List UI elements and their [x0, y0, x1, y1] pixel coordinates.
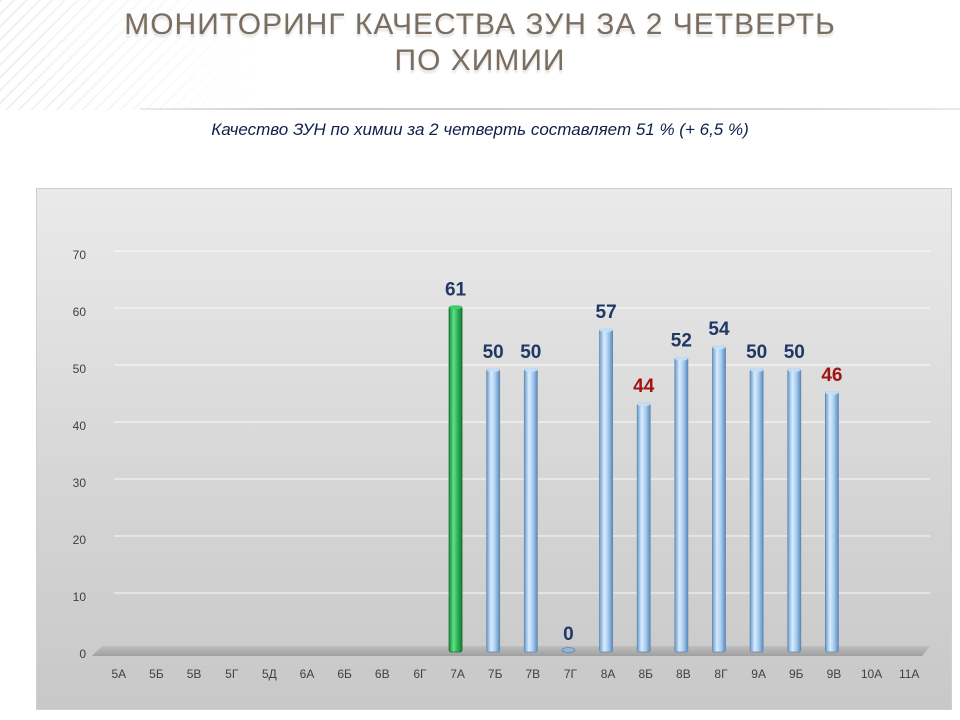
corner-decoration	[0, 0, 260, 110]
y-tick-label: 30	[73, 476, 87, 490]
x-tick-label: 10А	[861, 667, 882, 681]
x-tick-label: 6Г	[413, 667, 427, 681]
x-tick-label: 11А	[899, 667, 919, 681]
x-tick-label: 8Б	[638, 667, 653, 681]
data-label: 50	[784, 342, 805, 363]
data-label: 0	[563, 624, 574, 645]
bar-cap	[449, 305, 463, 310]
chart-subtitle: Качество ЗУН по химии за 2 четверть сост…	[211, 120, 749, 139]
data-label: 50	[483, 342, 504, 363]
y-tick-label: 60	[73, 305, 87, 319]
data-label: 52	[671, 331, 692, 352]
x-tick-label: 5Д	[262, 667, 277, 681]
x-tick-label: 5В	[187, 667, 202, 681]
y-tick-label: 10	[73, 590, 87, 604]
y-tick-label: 40	[73, 419, 87, 433]
x-tick-label: 8В	[676, 667, 691, 681]
bar-cap	[524, 368, 538, 372]
bar-7А	[448, 305, 463, 653]
bar-cap	[712, 345, 726, 350]
bar-cap	[674, 356, 688, 361]
bar-8А	[599, 328, 613, 653]
x-tick-label: 6А	[300, 667, 315, 681]
chart-floor	[92, 646, 930, 656]
x-tick-label: 9В	[827, 667, 842, 681]
x-tick-label: 5Г	[225, 667, 239, 681]
data-label: 57	[596, 302, 617, 323]
x-tick-label: 6Б	[337, 667, 352, 681]
data-label: 44	[633, 376, 655, 397]
data-label: 61	[445, 279, 467, 300]
x-tick-label: 7А	[450, 667, 465, 681]
y-tick-label: 20	[73, 533, 87, 547]
y-tick-label: 70	[73, 248, 87, 262]
bar-7В	[523, 368, 538, 653]
x-tick-label: 6В	[375, 667, 390, 681]
x-tick-label: 7Г	[564, 667, 578, 681]
bar-9Б	[787, 368, 802, 653]
bar-cap	[825, 390, 839, 395]
x-tick-label: 5Б	[149, 667, 164, 681]
bar-cap	[486, 368, 500, 372]
x-tick-label: 7Б	[488, 667, 503, 681]
x-tick-label: 7В	[525, 667, 540, 681]
bar-cap	[599, 328, 613, 333]
bar-8Б	[636, 402, 651, 653]
x-tick-label: 8А	[601, 667, 616, 681]
bar-cap	[637, 402, 651, 407]
slide-title-line-1: МОНИТОРИНГ КАЧЕСТВА ЗУН ЗА 2 ЧЕТВЕРТЬ	[124, 8, 836, 41]
slide-title-line-2: ПО ХИМИИ	[394, 44, 566, 77]
data-label: 46	[821, 365, 842, 386]
bar-cap	[787, 368, 801, 372]
bar-9В	[825, 391, 839, 653]
bar-8В	[674, 357, 689, 653]
x-tick-label: 9Б	[789, 667, 804, 681]
title-divider	[140, 108, 960, 110]
x-tick-label: 5А	[111, 667, 126, 681]
bar-7Б	[486, 368, 501, 653]
y-tick-label: 50	[73, 362, 87, 376]
data-label: 50	[746, 342, 767, 363]
bar-cap	[750, 368, 764, 372]
bar-9А	[749, 368, 764, 653]
data-label: 50	[520, 342, 541, 363]
x-tick-label: 9А	[751, 667, 766, 681]
bar-8Г	[712, 345, 726, 653]
bar-7Г	[561, 647, 576, 653]
data-label: 54	[708, 319, 730, 340]
y-tick-label: 0	[79, 647, 86, 661]
x-tick-label: 8Г	[714, 667, 728, 681]
